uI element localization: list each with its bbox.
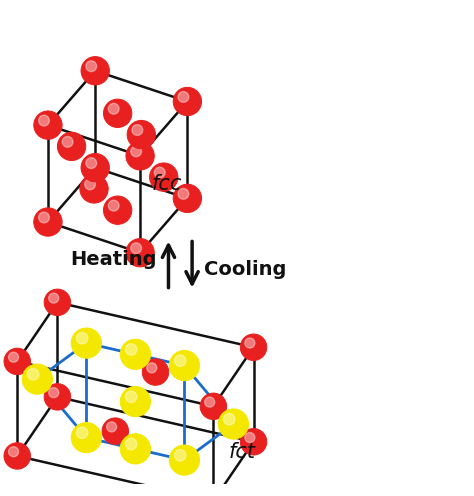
Circle shape — [240, 334, 267, 361]
Circle shape — [169, 351, 200, 381]
Text: fct: fct — [229, 442, 256, 462]
Circle shape — [220, 411, 246, 437]
Text: Cooling: Cooling — [204, 260, 286, 279]
Circle shape — [122, 435, 149, 462]
Circle shape — [126, 344, 137, 355]
Circle shape — [142, 359, 169, 385]
Circle shape — [131, 243, 142, 253]
Circle shape — [127, 121, 155, 149]
Circle shape — [86, 158, 97, 169]
Circle shape — [178, 92, 189, 102]
Circle shape — [245, 338, 255, 348]
Circle shape — [169, 445, 200, 475]
Circle shape — [225, 415, 235, 425]
Circle shape — [34, 208, 62, 236]
Circle shape — [28, 370, 39, 380]
Circle shape — [223, 414, 235, 425]
Circle shape — [4, 348, 30, 374]
Circle shape — [126, 142, 155, 170]
Circle shape — [205, 397, 215, 407]
Circle shape — [205, 492, 215, 496]
Circle shape — [44, 383, 71, 410]
Circle shape — [44, 289, 71, 315]
Circle shape — [108, 200, 119, 211]
Circle shape — [174, 355, 186, 367]
Circle shape — [86, 61, 97, 71]
Circle shape — [76, 427, 88, 438]
Circle shape — [120, 386, 151, 417]
Circle shape — [9, 447, 18, 457]
Circle shape — [120, 434, 151, 464]
Circle shape — [102, 418, 128, 444]
Circle shape — [126, 239, 155, 267]
Circle shape — [122, 341, 149, 368]
Circle shape — [62, 136, 73, 147]
Circle shape — [4, 443, 30, 469]
Circle shape — [132, 124, 143, 135]
Text: fcc: fcc — [151, 174, 182, 194]
Circle shape — [126, 391, 137, 403]
Circle shape — [22, 364, 53, 394]
Circle shape — [147, 363, 157, 373]
Circle shape — [150, 163, 178, 191]
Circle shape — [127, 439, 137, 450]
Circle shape — [76, 332, 88, 344]
Circle shape — [173, 184, 201, 213]
Circle shape — [200, 488, 227, 496]
Circle shape — [200, 393, 227, 420]
Circle shape — [174, 449, 186, 461]
Circle shape — [173, 87, 201, 116]
Circle shape — [81, 57, 109, 85]
Circle shape — [131, 146, 142, 157]
Circle shape — [81, 153, 109, 182]
Circle shape — [108, 103, 119, 114]
Circle shape — [178, 188, 189, 199]
Circle shape — [27, 369, 39, 380]
Circle shape — [245, 433, 255, 442]
Circle shape — [34, 111, 62, 139]
Circle shape — [155, 167, 165, 178]
Circle shape — [71, 423, 101, 453]
Circle shape — [85, 179, 95, 190]
Circle shape — [126, 438, 137, 450]
Circle shape — [49, 293, 59, 303]
Circle shape — [103, 99, 132, 127]
Circle shape — [38, 212, 49, 223]
Circle shape — [24, 366, 51, 392]
Circle shape — [49, 387, 59, 398]
Circle shape — [107, 422, 117, 432]
Circle shape — [80, 175, 108, 203]
Circle shape — [219, 409, 248, 439]
Circle shape — [71, 328, 101, 358]
Circle shape — [57, 132, 86, 161]
Circle shape — [240, 429, 267, 455]
Circle shape — [38, 115, 49, 126]
Circle shape — [103, 196, 132, 224]
Text: Heating: Heating — [70, 250, 156, 269]
Circle shape — [9, 352, 18, 362]
Circle shape — [127, 345, 137, 355]
Circle shape — [120, 339, 151, 370]
